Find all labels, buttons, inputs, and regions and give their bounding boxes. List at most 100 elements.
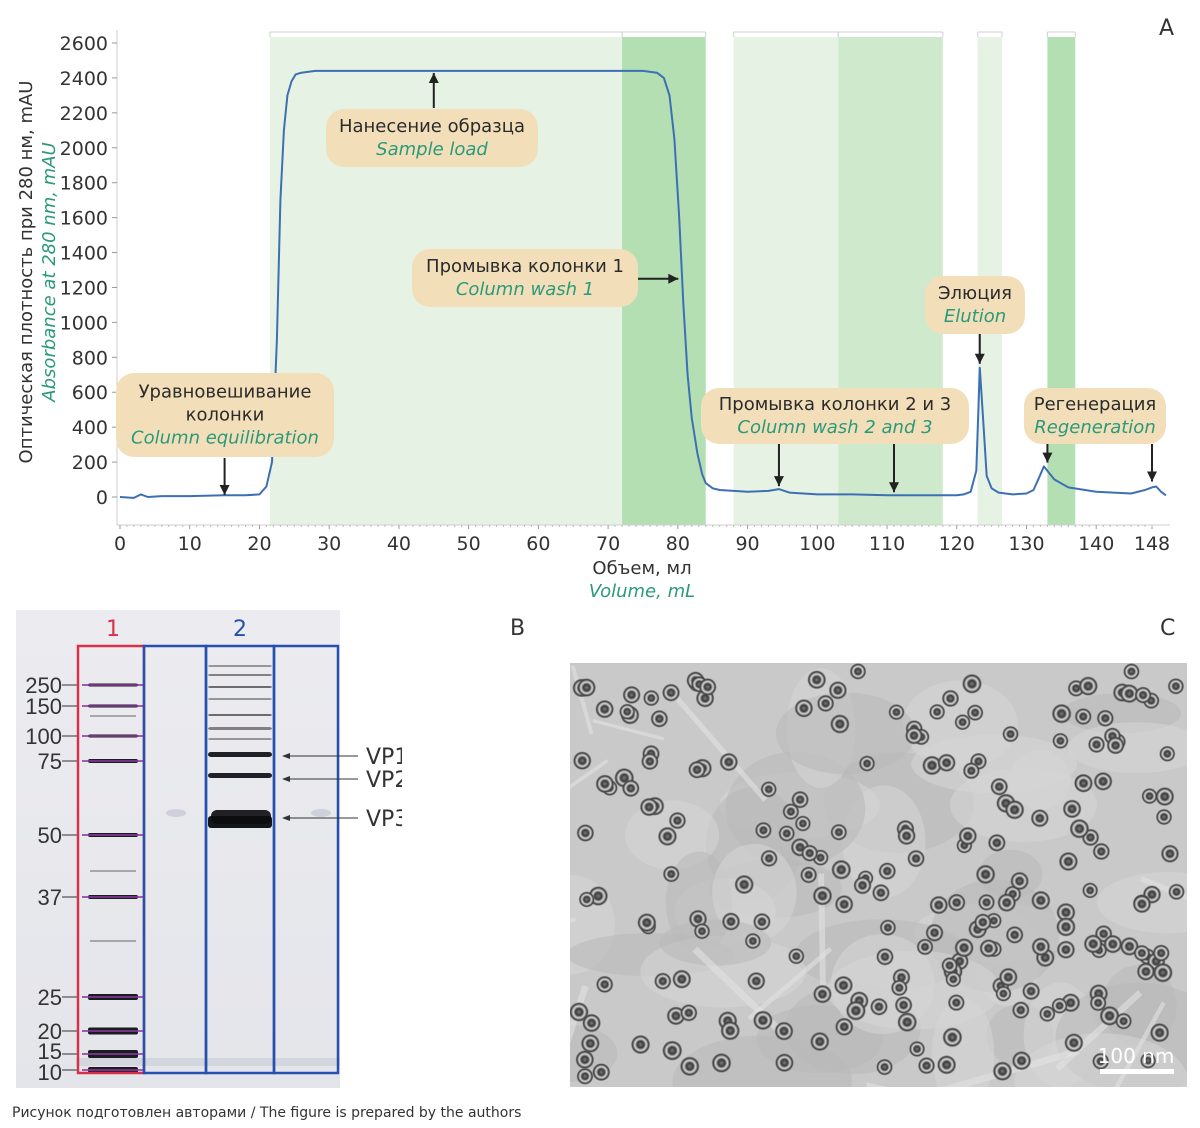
- virus-particle: [835, 1017, 854, 1036]
- virus-particle: [810, 1031, 830, 1052]
- virus-particle: [1092, 1052, 1110, 1070]
- virus-particle: [654, 972, 672, 990]
- virus-particle: [995, 985, 1012, 1002]
- arrow-regeneration-end-head: [1147, 471, 1157, 482]
- virus-particle: [925, 923, 944, 942]
- y-tick-label: 200: [72, 452, 108, 474]
- sample-band: [208, 698, 272, 700]
- virus-particle: [1078, 676, 1098, 696]
- virus-particle: [1083, 934, 1103, 954]
- arrow-equilibration-head: [219, 485, 230, 495]
- virus-particle: [990, 777, 1009, 796]
- x-tick-label: 100: [799, 533, 835, 555]
- virus-particle: [812, 886, 833, 906]
- vp-pointer-head: [282, 815, 290, 821]
- virus-particle: [894, 996, 913, 1014]
- gel-smear: [311, 809, 331, 817]
- ladder-faint-band: [90, 715, 136, 717]
- virus-particle: [721, 912, 741, 931]
- label-column-wash-1-box: [412, 249, 638, 307]
- virus-particle: [1150, 1023, 1170, 1043]
- virus-particle: [619, 703, 636, 720]
- virus-particle: [907, 849, 925, 868]
- virus-particle: [1155, 787, 1175, 807]
- virus-particle: [878, 862, 897, 880]
- arrow-sample-load-head: [428, 72, 439, 83]
- virus-particle: [650, 709, 669, 728]
- sample-band: [208, 773, 272, 778]
- virus-particle: [1074, 708, 1092, 726]
- virus-particle: [788, 948, 805, 965]
- virus-particle: [974, 913, 992, 932]
- virus-particle: [575, 1050, 595, 1069]
- virus-particle: [888, 704, 905, 721]
- label-column-wash-2-3-ru: Промывка колонки 2 и 3: [719, 394, 952, 415]
- sample-band: [208, 674, 272, 676]
- virus-particle: [1119, 684, 1139, 704]
- tem-stain-patch: [1067, 722, 1187, 774]
- virus-particle: [622, 779, 640, 798]
- marker-label: 75: [38, 749, 62, 774]
- virus-particle: [657, 826, 678, 846]
- x-tick-label: 40: [387, 533, 411, 555]
- tem-fiber: [747, 946, 833, 1021]
- tem-micrograph: 100 nm: [570, 663, 1187, 1087]
- tem-fiber: [1114, 1001, 1166, 1087]
- virus-particle: [897, 1012, 918, 1032]
- virus-particle: [876, 947, 894, 966]
- virus-particle: [688, 760, 706, 779]
- virus-particle: [1062, 799, 1082, 819]
- virus-particle: [760, 849, 778, 867]
- label-regeneration-ru: Регенерация: [1034, 394, 1157, 415]
- virus-particle: [1096, 709, 1114, 727]
- sample-band: [208, 752, 272, 757]
- virus-particle: [916, 938, 934, 956]
- virus-particle: [595, 699, 614, 719]
- virus-particle: [753, 912, 771, 931]
- label-column-wash-2-3-en: Column wash 2 and 3: [737, 417, 932, 438]
- virus-particle: [858, 755, 876, 772]
- label-column-wash-1-ru: Промывка колонки 1: [426, 256, 624, 277]
- marker-label: 250: [25, 673, 62, 698]
- virus-particle: [872, 883, 890, 902]
- virus-particle: [622, 685, 641, 704]
- virus-particle: [1051, 703, 1072, 724]
- virus-particle: [1123, 663, 1140, 680]
- virus-particle: [662, 865, 680, 883]
- virus-particle: [711, 1053, 732, 1073]
- virus-particle: [1058, 851, 1079, 872]
- virus-particle: [962, 762, 980, 780]
- marker-label: 50: [38, 823, 62, 848]
- virus-particle: [853, 876, 872, 895]
- virus-particle: [630, 1034, 651, 1055]
- x-tick-label: 60: [526, 533, 550, 555]
- virus-particle: [1132, 894, 1152, 914]
- virus-particle: [747, 971, 766, 991]
- marker-label: 150: [25, 694, 62, 719]
- virus-particle: [1052, 732, 1069, 749]
- x-tick-label: 70: [596, 533, 620, 555]
- label-sample-load-ru: Нанесение образца: [339, 116, 525, 137]
- lane-label-2: 2: [233, 617, 247, 642]
- y-tick-label: 1400: [60, 243, 108, 265]
- virus-particle: [870, 997, 888, 1016]
- virus-particle: [876, 1058, 893, 1076]
- virus-particle: [1115, 1012, 1132, 1030]
- label-regeneration-box: [1024, 388, 1166, 444]
- virus-particle: [937, 1055, 957, 1075]
- gel-dye-front: [76, 1058, 340, 1066]
- virus-particle: [1030, 809, 1049, 828]
- tem-stain-patch: [672, 1035, 852, 1087]
- tem-stain-patch: [949, 768, 1097, 842]
- virus-particle: [800, 866, 818, 884]
- sample-band: [208, 714, 272, 716]
- virus-particle: [997, 893, 1017, 912]
- label-column-equilibration-ru: Уравновешивание: [139, 382, 312, 403]
- marker-label: 15: [38, 1039, 62, 1064]
- virus-particle: [794, 699, 814, 718]
- virus-particle: [1093, 772, 1113, 791]
- virus-particle: [1051, 997, 1068, 1014]
- virus-particle: [1168, 883, 1185, 901]
